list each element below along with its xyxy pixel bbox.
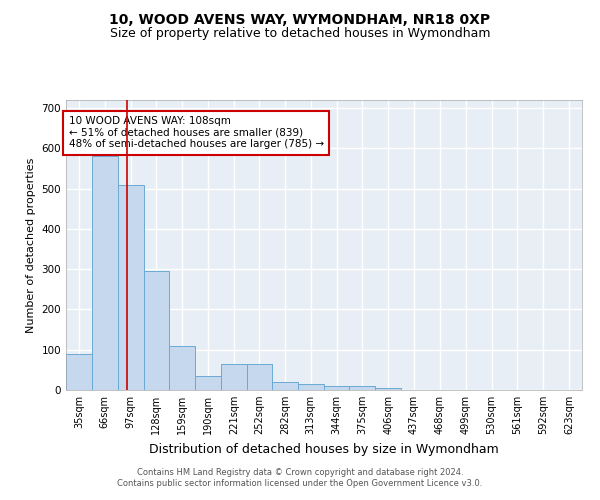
Text: 10 WOOD AVENS WAY: 108sqm
← 51% of detached houses are smaller (839)
48% of semi: 10 WOOD AVENS WAY: 108sqm ← 51% of detac… <box>68 116 323 150</box>
Text: 10, WOOD AVENS WAY, WYMONDHAM, NR18 0XP: 10, WOOD AVENS WAY, WYMONDHAM, NR18 0XP <box>109 12 491 26</box>
Bar <box>118 184 143 390</box>
Text: Size of property relative to detached houses in Wymondham: Size of property relative to detached ho… <box>110 28 490 40</box>
Bar <box>349 386 375 390</box>
Bar <box>169 346 195 390</box>
X-axis label: Distribution of detached houses by size in Wymondham: Distribution of detached houses by size … <box>149 442 499 456</box>
Bar <box>247 364 272 390</box>
Bar <box>272 382 298 390</box>
Bar <box>298 384 323 390</box>
Bar <box>221 364 247 390</box>
Bar <box>195 376 221 390</box>
Text: Contains HM Land Registry data © Crown copyright and database right 2024.
Contai: Contains HM Land Registry data © Crown c… <box>118 468 482 487</box>
Bar <box>375 388 401 390</box>
Bar <box>143 271 169 390</box>
Bar <box>66 354 92 390</box>
Bar <box>323 386 349 390</box>
Bar <box>92 156 118 390</box>
Y-axis label: Number of detached properties: Number of detached properties <box>26 158 36 332</box>
